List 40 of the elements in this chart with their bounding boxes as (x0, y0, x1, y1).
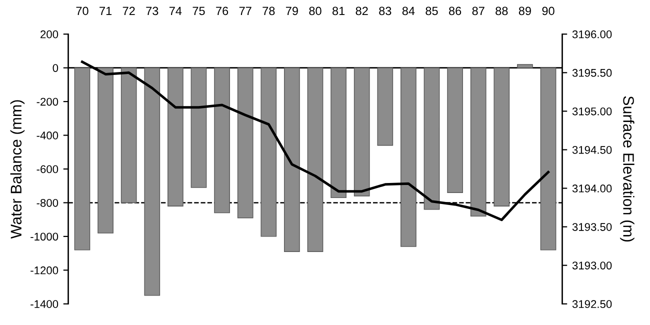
y2-tick-label: 3195.50 (572, 68, 612, 77)
x-tick-label: 74 (169, 6, 182, 16)
x-tick-label: 83 (379, 6, 392, 16)
x-tick-label: 77 (239, 6, 252, 16)
y-tick-label: -800 (36, 198, 58, 207)
y2-tick-label: 3194.00 (572, 184, 612, 192)
x-tick-label: 82 (356, 6, 368, 16)
x-tick-label: 81 (332, 6, 345, 16)
y-tick-label: -1400 (30, 300, 58, 308)
y2-tick-label: 3196.00 (572, 30, 612, 38)
y2-tick-label: 3194.50 (572, 146, 612, 154)
x-tick-label: 79 (286, 6, 298, 16)
y-tick-label: 200 (40, 30, 58, 38)
x-tick-label: 76 (216, 6, 228, 16)
x-tick-label: 75 (192, 6, 205, 16)
y2-axis-title: Surface Elevation (m) (620, 96, 634, 242)
y-tick-label: -200 (36, 98, 58, 106)
y-tick-label: -1000 (30, 232, 58, 241)
y-axis-title: Water Balance (mm) (10, 100, 25, 239)
y2-tick-label: 3192.50 (572, 300, 612, 308)
x-tick-label: 87 (472, 6, 484, 16)
x-tick-label: 89 (518, 6, 531, 16)
y2-tick-label: 3195.00 (572, 107, 612, 116)
x-tick-label: 85 (426, 6, 438, 16)
y-tick-label: -1200 (30, 266, 58, 274)
y-tick-label: -400 (36, 132, 58, 140)
y-tick-label: 0 (52, 64, 58, 72)
x-tick-label: 71 (100, 6, 112, 16)
y2-tick-label: 3193.00 (572, 262, 612, 270)
x-tick-label: 84 (402, 6, 415, 16)
x-tick-label: 90 (542, 6, 554, 16)
x-tick-label: 86 (449, 6, 462, 16)
x-tick-label: 88 (496, 6, 508, 16)
x-tick-label: 72 (122, 6, 135, 16)
x-tick-label: 73 (146, 6, 158, 16)
y2-tick-label: 3193.50 (572, 223, 612, 231)
x-tick-label: 78 (262, 6, 275, 16)
y-tick-label: -600 (36, 165, 58, 174)
x-tick-label: 80 (309, 6, 322, 16)
x-tick-label: 70 (76, 6, 88, 16)
